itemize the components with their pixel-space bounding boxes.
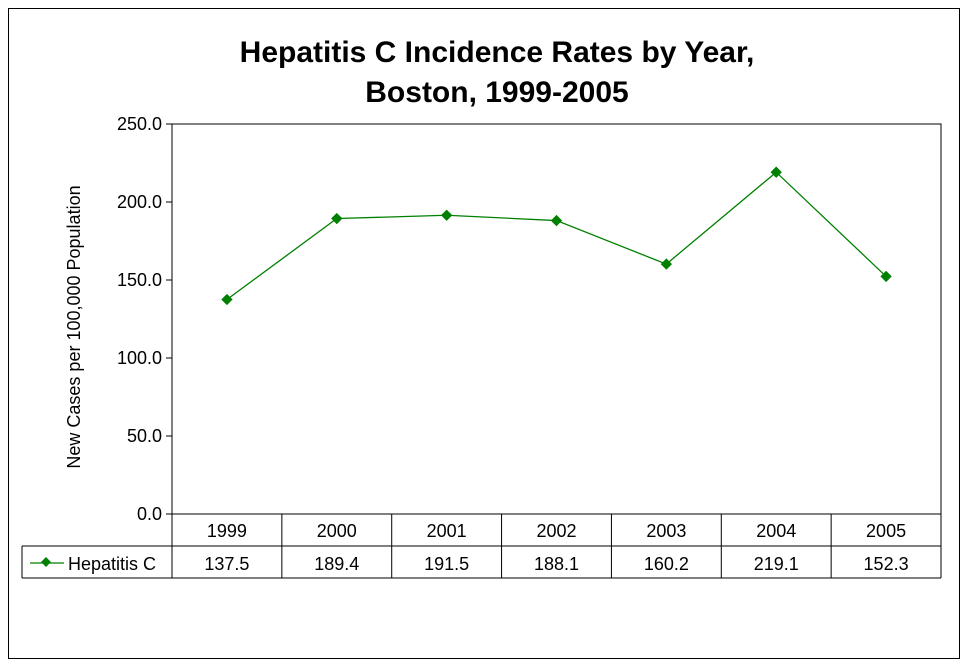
data-point-marker xyxy=(880,270,892,283)
data-point-marker xyxy=(221,293,233,306)
table-value-cell: 152.3 xyxy=(864,554,909,574)
category-label: 2000 xyxy=(317,521,357,541)
table-value-cell: 191.5 xyxy=(424,554,469,574)
plot-area xyxy=(171,123,942,515)
data-point-marker xyxy=(331,212,343,225)
data-table-values: 137.5 189.4 191.5 188.1 160.2 219.1 152.3 xyxy=(204,554,908,574)
category-label: 2004 xyxy=(756,521,796,541)
series-hepatitis-c xyxy=(221,166,892,306)
table-value-cell: 160.2 xyxy=(644,554,689,574)
data-point-marker xyxy=(440,209,453,221)
table-value-cell: 219.1 xyxy=(754,554,799,574)
data-table-categories: 1999 2000 2001 2002 2003 2004 2005 xyxy=(207,521,906,541)
category-label: 2001 xyxy=(427,521,467,541)
y-tick-label: 50.0 xyxy=(127,426,162,446)
legend-marker-icon xyxy=(41,557,51,567)
y-tick-label: 100.0 xyxy=(117,348,162,368)
category-label: 2003 xyxy=(646,521,686,541)
table-value-cell: 189.4 xyxy=(314,554,359,574)
y-tick-label: 0.0 xyxy=(137,504,162,524)
legend-series-name: Hepatitis C xyxy=(68,554,156,574)
y-axis-label: New Cases per 100,000 Population xyxy=(64,185,84,468)
data-point-marker xyxy=(770,166,782,178)
data-table-grid xyxy=(21,514,942,579)
chart-title-line2: Boston, 1999-2005 xyxy=(365,76,628,109)
chart-title-line1: Hepatitis C Incidence Rates by Year, xyxy=(240,36,755,69)
y-tick-label: 200.0 xyxy=(117,192,162,212)
table-value-cell: 188.1 xyxy=(534,554,579,574)
category-label: 1999 xyxy=(207,521,247,541)
y-tick-label: 250.0 xyxy=(117,114,162,134)
y-tick-label: 150.0 xyxy=(117,270,162,290)
data-table-legend: Hepatitis C xyxy=(30,554,156,574)
data-point-marker xyxy=(660,258,673,270)
category-label: 2002 xyxy=(536,521,576,541)
data-point-marker xyxy=(550,214,563,227)
table-value-cell: 137.5 xyxy=(204,554,249,574)
y-axis-ticks: 0.0 50.0 100.0 150.0 200.0 250.0 xyxy=(117,114,172,524)
category-label: 2005 xyxy=(866,521,906,541)
